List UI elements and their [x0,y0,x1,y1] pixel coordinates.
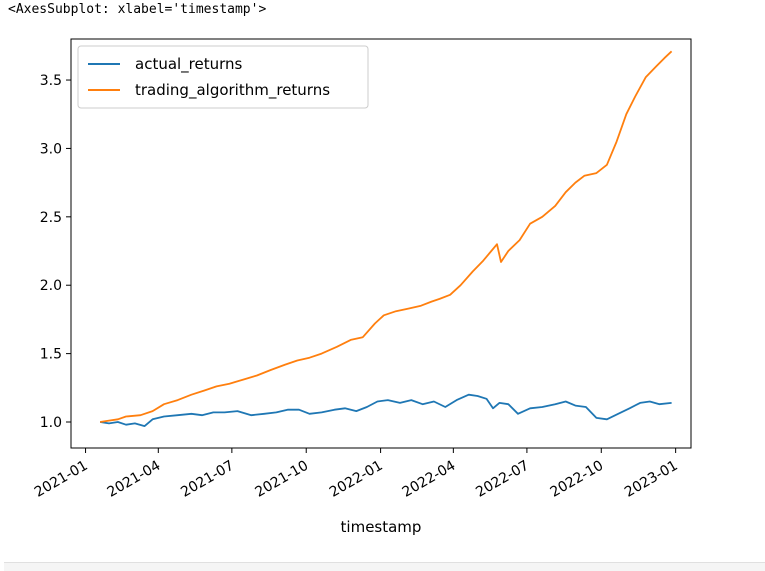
series-lines [99,50,673,428]
x-tick-label: 2022-10 [548,458,607,501]
output-repr-text: <AxesSubplot: xlabel='timestamp'> [8,2,267,17]
y-tick-label: 2.5 [40,210,62,226]
y-axis-ticks: 1.0 1.5 2.0 2.5 3.0 3.5 [40,73,71,431]
x-tick-label: 2023-01 [622,458,681,501]
y-tick-label: 2.0 [40,278,62,294]
legend: actual_returns trading_algorithm_returns [77,45,369,109]
legend-label-trading-algorithm-returns: trading_algorithm_returns [135,81,330,100]
x-axis-ticks: 2021-01 2021-04 2021-07 2021-10 2022-01 2022-… [32,448,681,501]
x-tick-label: 2021-04 [105,458,164,501]
y-tick-label: 3.0 [40,141,62,157]
x-tick-label: 2021-10 [253,458,312,501]
x-tick-label: 2022-04 [400,458,459,501]
x-tick-label: 2021-01 [32,458,91,501]
legend-label-actual-returns: actual_returns [135,55,243,74]
y-tick-label: 1.5 [40,347,62,363]
y-tick-label: 3.5 [40,73,62,89]
x-tick-label: 2022-07 [473,458,532,501]
series-line-actual-returns [99,393,672,428]
legend-box [77,45,369,109]
next-cell-bar [4,562,765,571]
x-axis-label: timestamp [341,518,422,536]
y-tick-label: 1.0 [40,415,62,431]
series-line-trading-algorithm-returns [99,50,673,423]
x-tick-label: 2022-01 [327,458,386,501]
x-tick-label: 2021-07 [178,458,237,501]
